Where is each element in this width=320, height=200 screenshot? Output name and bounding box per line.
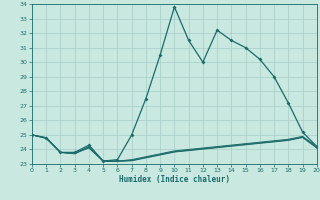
X-axis label: Humidex (Indice chaleur): Humidex (Indice chaleur) — [119, 175, 230, 184]
